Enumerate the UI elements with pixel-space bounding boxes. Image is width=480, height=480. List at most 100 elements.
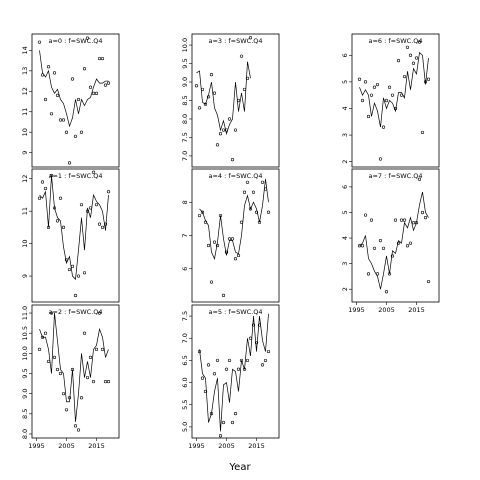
panel-title: a=0 : f=SWC.Q4 <box>48 37 102 45</box>
panel-1: a=3 : f=SWC.Q4 7.0 7.5 8.0 8.5 9.0 9.5 10.0 <box>181 33 280 168</box>
data-point <box>197 213 202 218</box>
data-point <box>103 222 108 226</box>
x-tick-label: 1995 <box>28 442 45 450</box>
data-point <box>43 331 48 335</box>
data-point <box>384 290 389 294</box>
data-point <box>366 272 371 276</box>
data-point <box>423 215 428 220</box>
data-point <box>97 311 102 315</box>
data-point <box>399 218 404 222</box>
data-point <box>58 196 63 200</box>
data-point <box>40 73 45 77</box>
panel-frame <box>31 168 120 303</box>
data-point <box>209 73 214 77</box>
y-tick-label: 7.0 <box>181 333 189 343</box>
panel-frame <box>191 168 280 303</box>
y-tick-label: 3 <box>341 133 349 137</box>
data-point <box>414 221 419 225</box>
data-point <box>103 379 108 384</box>
data-point <box>233 257 238 261</box>
y-tick-label: 9 <box>21 274 29 278</box>
data-point <box>197 349 202 354</box>
data-point <box>73 134 78 138</box>
panel-frame <box>191 304 280 439</box>
data-point <box>236 367 241 371</box>
y-tick-label: 8.0 <box>21 429 29 439</box>
panel-title: a=7 : f=SWC.Q4 <box>368 172 422 180</box>
data-point <box>366 114 371 119</box>
y-tick-label: 4 <box>341 236 349 240</box>
data-point <box>396 58 401 63</box>
x-tick-label: 2005 <box>378 306 395 314</box>
data-point <box>402 74 407 79</box>
panel-title: a=4 : f=SWC.Q4 <box>208 172 262 180</box>
data-point <box>67 396 72 400</box>
data-point <box>212 91 217 95</box>
data-point <box>239 54 244 58</box>
data-point <box>67 161 72 165</box>
data-point <box>245 358 250 363</box>
data-point <box>91 91 96 95</box>
y-tick-label: 6 <box>181 267 189 271</box>
series-line <box>39 50 109 128</box>
y-tick-label: 11 <box>21 108 29 116</box>
data-point <box>218 434 223 438</box>
panel-3: a=1 : f=SWC.Q4 9 10 11 12 <box>21 168 120 303</box>
data-point <box>70 367 75 372</box>
data-point <box>52 71 57 75</box>
data-point <box>79 130 84 134</box>
data-point <box>254 341 259 345</box>
data-point <box>206 95 211 99</box>
data-point <box>100 56 105 61</box>
data-point <box>215 243 220 248</box>
data-point <box>106 379 111 384</box>
data-point <box>43 97 48 102</box>
data-point <box>417 177 422 181</box>
data-point <box>384 98 389 103</box>
data-point <box>70 264 75 268</box>
data-point <box>85 209 90 213</box>
panel-4: a=4 : f=SWC.Q4 6 7 8 <box>181 168 280 303</box>
panel-title: a=3 : f=SWC.Q4 <box>208 37 262 45</box>
data-point <box>399 93 404 97</box>
data-point <box>260 363 265 367</box>
data-point <box>61 225 66 229</box>
data-point <box>97 222 102 226</box>
data-point <box>390 93 395 97</box>
data-point <box>215 143 220 147</box>
data-point <box>76 428 81 432</box>
data-point <box>221 293 226 297</box>
data-point <box>233 128 238 132</box>
data-point <box>40 180 45 184</box>
data-point <box>200 376 205 380</box>
data-point <box>242 190 247 194</box>
data-point <box>85 375 90 380</box>
data-point <box>64 408 69 412</box>
data-point <box>372 246 377 250</box>
data-point <box>73 293 78 298</box>
data-point <box>203 389 208 394</box>
data-point <box>58 118 63 122</box>
data-point <box>227 237 232 241</box>
data-point <box>49 112 54 116</box>
data-point <box>94 203 99 207</box>
data-point <box>248 36 253 40</box>
y-tick-label: 9.0 <box>181 77 189 87</box>
data-point <box>230 158 235 162</box>
data-point <box>242 367 247 371</box>
data-point <box>200 87 205 92</box>
data-point <box>405 45 410 49</box>
data-point <box>236 98 241 103</box>
data-point <box>82 271 87 275</box>
data-point <box>257 323 262 327</box>
data-point <box>40 335 45 339</box>
y-tick-label: 12 <box>21 175 29 183</box>
data-point <box>218 132 223 136</box>
data-point <box>402 218 407 222</box>
y-tick-label: 5.0 <box>181 422 189 432</box>
data-point <box>375 82 380 87</box>
data-point <box>227 358 232 363</box>
data-point <box>378 157 383 161</box>
data-point <box>242 87 247 92</box>
data-point <box>224 250 229 254</box>
